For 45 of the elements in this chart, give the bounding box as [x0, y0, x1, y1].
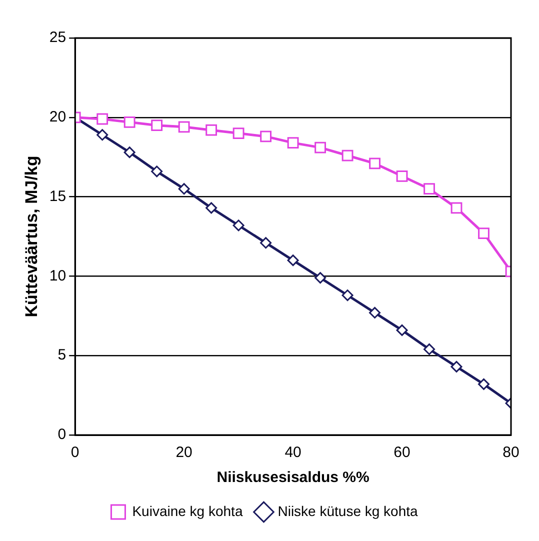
y-tick-label: 25: [49, 29, 66, 46]
point: [478, 228, 490, 240]
x-tick-label: 80: [502, 444, 520, 462]
point: [232, 220, 244, 232]
point: [151, 120, 163, 132]
x-axis-title: Niiskusesisaldus %%: [216, 469, 370, 486]
point: [124, 116, 136, 128]
point: [314, 142, 326, 154]
x-tick-label: 0: [70, 444, 80, 462]
legend-label: Niiske kütuse kg kohta: [278, 502, 418, 519]
point: [424, 344, 436, 355]
point: [260, 130, 272, 142]
point: [396, 170, 408, 182]
y-tick-label: 5: [58, 346, 66, 364]
y-tick-label: 10: [49, 267, 66, 284]
y-tick-label: 15: [49, 188, 66, 205]
point: [206, 202, 218, 214]
point: [450, 202, 462, 214]
point: [151, 166, 163, 178]
point: [232, 128, 244, 139]
point: [287, 137, 299, 149]
y-tick-label: 0: [58, 426, 66, 444]
point: [260, 237, 272, 249]
point: [178, 183, 190, 195]
point: [369, 306, 381, 318]
point: [342, 290, 354, 302]
point: [96, 129, 108, 141]
x-tick-label: 60: [394, 444, 410, 462]
point: [369, 158, 380, 170]
point: [124, 146, 136, 158]
legend-label: Kuivaine kg kohta: [132, 502, 243, 519]
point: [287, 254, 299, 266]
point: [206, 124, 218, 136]
x-tick-label: 40: [284, 444, 302, 462]
point: [424, 183, 435, 195]
point: [396, 324, 408, 336]
point: [342, 150, 354, 162]
y-axis-title: Kütteväärtus, MJ/kg: [22, 156, 41, 318]
point: [478, 378, 490, 390]
x-tick-label: 20: [176, 444, 192, 462]
point: [178, 121, 190, 133]
point: [314, 272, 326, 284]
point: [96, 113, 108, 125]
y-tick-label: 20: [49, 108, 66, 126]
point: [450, 360, 462, 372]
